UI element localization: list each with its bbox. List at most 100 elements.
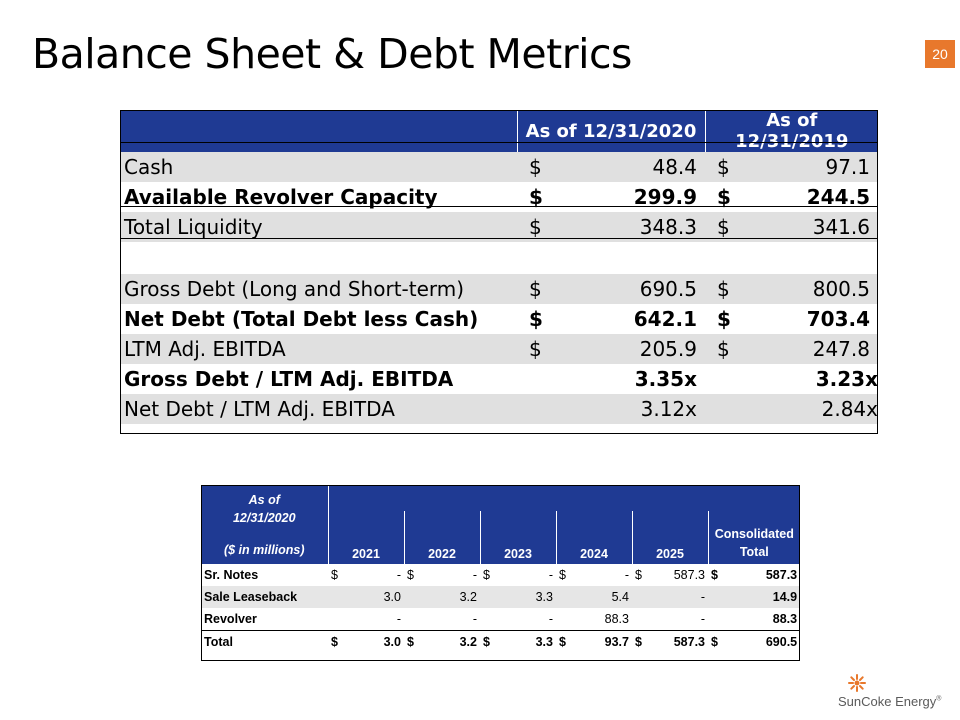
value-2020: 690.5 [572,274,705,304]
cell-value: - [700,612,705,626]
header-blank [120,110,517,152]
currency-sign: $ [517,152,572,182]
cell-value: 587.3 [646,630,708,653]
row-label: LTM Adj. EBITDA [120,334,517,364]
row-label: Net Debt (Total Debt less Cash) [124,307,479,331]
currency-sign [404,608,418,631]
divider [120,206,878,207]
currency-sign: $ [404,630,418,653]
currency-sign: $ [407,568,414,582]
value-2019: 703.4 [806,307,870,331]
currency-sign [480,586,494,608]
table-row: Total Liquidity $ 348.3 $ 341.6 [120,212,878,242]
row-label: Total [201,630,328,653]
company-logo: SunCoke Energy® [838,674,942,710]
currency-sign: $ [559,568,566,582]
value-2020: 3.12x [517,394,705,424]
year-header: 2022 [403,510,480,564]
cell-value: 3.2 [418,586,480,608]
currency-sign: $ [517,334,572,364]
currency-sign [708,608,722,631]
currency-sign: $ [529,185,543,209]
page-number-badge: 20 [925,40,955,68]
currency-sign: $ [529,307,543,331]
logo-text: SunCoke Energy [838,694,937,709]
value-2019: 97.1 [760,152,878,182]
cell-value: - [548,612,553,626]
year-header: 2021 [327,510,404,564]
cell-value: - [396,612,401,626]
row-label: Sale Leaseback [201,586,328,608]
value-2019: 341.6 [760,212,878,242]
currency-sign [632,586,646,608]
currency-sign [328,586,342,608]
currency-sign: $ [705,334,760,364]
currency-sign: $ [717,185,731,209]
currency-sign: $ [632,630,646,653]
value-2020: 205.9 [572,334,705,364]
header-2020: As of 12/31/2020 [516,110,705,152]
cell-value: 3.0 [342,630,404,653]
table-row: LTM Adj. EBITDA $ 205.9 $ 247.8 [120,334,878,364]
table-row: Revolver - - - 88.3 - 88.3 [201,608,800,631]
total-header-line1: Consolidated [714,527,794,541]
currency-sign [328,608,342,631]
cell-value: - [646,586,708,608]
currency-sign: $ [711,568,718,582]
liquidity-table: As of 12/31/2020 As of 12/31/2019 Cash $… [120,110,878,424]
divider [120,238,878,239]
as-of-line1: As of [248,493,280,507]
cell-value: - [472,612,477,626]
table-row: Net Debt (Total Debt less Cash) $ 642.1 … [120,304,878,334]
as-of-line2: 12/31/2020 [232,511,296,525]
table-row: Cash $ 48.4 $ 97.1 [120,152,878,182]
table-row: Available Revolver Capacity $ 299.9 $ 24… [120,182,878,212]
cell-value: - [624,568,629,582]
cell-value: 88.3 [604,612,629,626]
row-label: Cash [120,152,517,182]
cell-value: 14.9 [722,586,801,608]
year-header: 2024 [555,510,632,564]
currency-sign [556,586,570,608]
currency-sign [556,608,570,631]
value-2020: 299.9 [633,185,697,209]
cell-value: - [548,568,553,582]
value-2019: 3.23x [815,367,878,391]
currency-sign: $ [483,568,490,582]
currency-sign [708,586,722,608]
cell-value: 587.3 [673,568,705,582]
currency-sign: $ [328,630,342,653]
cell-value: - [472,568,477,582]
currency-sign [480,608,494,631]
table-row: Sale Leaseback 3.0 3.2 3.3 5.4 - 14.9 [201,586,801,608]
row-label: Total Liquidity [120,212,517,242]
currency-sign: $ [517,274,572,304]
table-row: Gross Debt (Long and Short-term) $ 690.5… [120,274,878,304]
page-title: Balance Sheet & Debt Metrics [32,30,632,78]
units-label: ($ in millions) [223,543,305,557]
value-2020: 348.3 [572,212,705,242]
row-label: Available Revolver Capacity [124,185,438,209]
value-2019: 247.8 [760,334,878,364]
value-2019: 800.5 [760,274,878,304]
row-label: Net Debt / LTM Adj. EBITDA [120,394,517,424]
header-band [327,485,801,511]
cell-value: 3.0 [342,586,404,608]
cell-value: 3.3 [494,586,556,608]
registered-mark: ® [936,695,942,703]
cell-value: 88.3 [772,612,798,626]
currency-sign [632,608,646,631]
cell-value: 93.7 [570,630,632,653]
row-label: Sr. Notes [204,568,259,582]
cell-value: - [396,568,401,582]
currency-sign: $ [705,212,760,242]
value-2019: 2.84x [705,394,878,424]
debt-maturity-table: As of 12/31/2020 ($ in millions) 2021 20… [201,485,801,653]
total-header: Consolidated Total [707,510,801,564]
header-2019: As of 12/31/2019 [704,110,878,152]
value-2020: 642.1 [633,307,697,331]
value-2019: 244.5 [806,185,870,209]
value-2020: 3.35x [634,367,697,391]
cell-value: 5.4 [570,586,632,608]
currency-sign: $ [705,152,760,182]
